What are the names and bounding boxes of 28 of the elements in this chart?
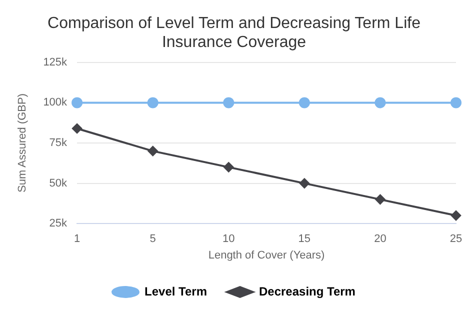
y-tick-label: 125k xyxy=(43,56,68,68)
x-axis-title: Length of Cover (Years) xyxy=(208,249,325,262)
point xyxy=(299,178,310,188)
x-tick-label: 15 xyxy=(298,233,311,246)
x-tick-label: 5 xyxy=(150,233,156,246)
x-tick-label: 1 xyxy=(74,233,80,246)
x-tick-label: 20 xyxy=(374,233,386,246)
x-tick-label: 25 xyxy=(450,233,462,246)
point xyxy=(224,162,234,172)
point xyxy=(374,97,386,108)
y-tick-label: 75k xyxy=(49,137,68,150)
point xyxy=(147,97,158,108)
y-tick-label: 25k xyxy=(49,218,68,230)
legend-label: Level Term xyxy=(144,284,208,298)
y-axis-title: Sum Assured (GBP) xyxy=(16,93,29,193)
point xyxy=(298,97,310,108)
point xyxy=(72,123,82,134)
point xyxy=(148,146,158,156)
point xyxy=(375,194,386,204)
x-tick-label: 10 xyxy=(222,233,235,246)
y-tick-label: 100k xyxy=(43,96,68,109)
legend-label: Decreasing Term xyxy=(258,284,356,298)
point xyxy=(223,97,234,108)
y-tick-label: 50k xyxy=(49,177,68,190)
chart-title: Comparison of Level Term and Decreasing Term Life Insurance Coverage xyxy=(48,15,421,52)
point xyxy=(72,97,83,108)
point xyxy=(451,210,461,221)
point xyxy=(450,97,462,108)
